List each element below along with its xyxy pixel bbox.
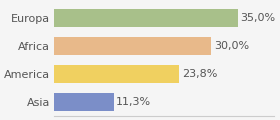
Bar xyxy=(54,93,114,111)
Bar xyxy=(54,9,238,27)
Text: 11,3%: 11,3% xyxy=(116,97,151,107)
Text: 35,0%: 35,0% xyxy=(240,13,276,23)
Text: 23,8%: 23,8% xyxy=(182,69,217,79)
Text: 30,0%: 30,0% xyxy=(214,41,249,51)
Bar xyxy=(54,37,211,55)
Bar xyxy=(54,65,179,83)
